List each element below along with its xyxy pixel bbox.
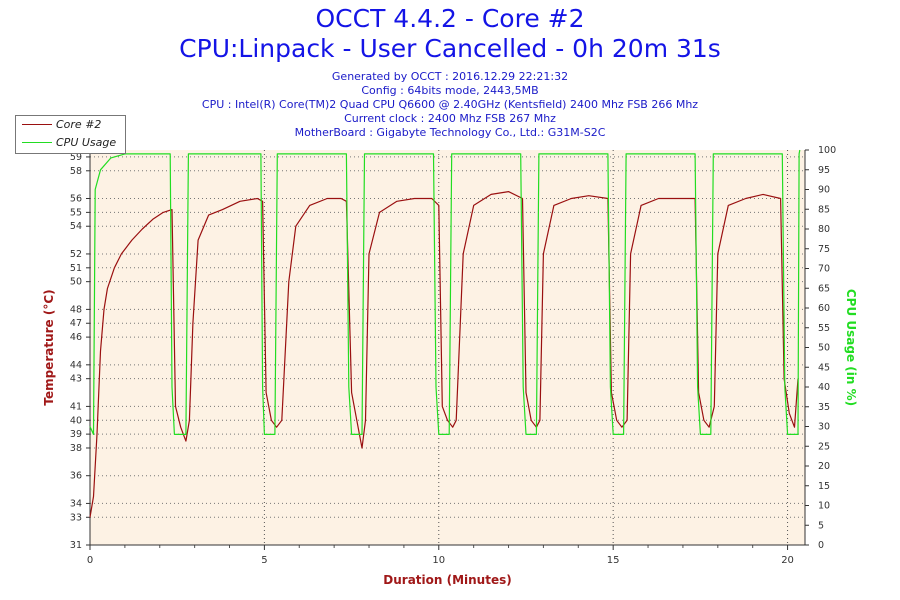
legend: Core #2 CPU Usage bbox=[15, 115, 126, 154]
y-left-tick-label: 58 bbox=[70, 166, 82, 177]
y-right-tick-label: 75 bbox=[818, 244, 830, 255]
y-left-axis-title: Temperature (°C) bbox=[42, 289, 56, 405]
y-right-axis-title: CPU Usage (in %) bbox=[844, 289, 858, 406]
info-generated: Generated by OCCT : 2016.12.29 22:21:32 bbox=[331, 70, 569, 83]
y-left-tick-label: 34 bbox=[70, 498, 82, 509]
y-right-tick-label: 70 bbox=[818, 264, 830, 275]
y-left-tick-label: 51 bbox=[70, 263, 82, 274]
legend-swatch-cpu-usage bbox=[22, 142, 52, 143]
y-right-tick-label: 15 bbox=[818, 481, 830, 492]
y-left-tick-label: 44 bbox=[70, 360, 82, 371]
legend-label-core2: Core #2 bbox=[56, 118, 102, 131]
y-right-tick-label: 100 bbox=[818, 145, 836, 156]
y-left-tick-label: 47 bbox=[70, 318, 82, 329]
y-right-tick-label: 85 bbox=[818, 204, 830, 215]
y-right-tick-label: 65 bbox=[818, 283, 830, 294]
x-tick-label: 10 bbox=[432, 555, 445, 566]
plot-area bbox=[90, 150, 805, 545]
y-right-tick-label: 25 bbox=[818, 441, 830, 452]
y-right-tick-label: 95 bbox=[818, 165, 830, 176]
y-left-tick-label: 56 bbox=[70, 194, 82, 205]
y-right-tick-label: 30 bbox=[818, 422, 830, 433]
y-right-tick-label: 20 bbox=[818, 461, 830, 472]
y-left-tick-label: 31 bbox=[70, 540, 82, 551]
x-tick-label: 20 bbox=[781, 555, 794, 566]
y-right-tick-label: 35 bbox=[818, 402, 830, 413]
y-left-tick-label: 33 bbox=[70, 512, 82, 523]
series-line-cpu-usage bbox=[89, 149, 801, 435]
y-right-tick-label: 90 bbox=[818, 185, 830, 196]
info-clock: Current clock : 2400 Mhz FSB 267 Mhz bbox=[344, 112, 556, 125]
chart-title: OCCT 4.4.2 - Core #2 bbox=[315, 4, 585, 33]
y-left-tick-label: 36 bbox=[70, 471, 82, 482]
y-left-tick-label: 38 bbox=[70, 443, 82, 454]
chart-subtitle: CPU:Linpack - User Cancelled - 0h 20m 31… bbox=[179, 34, 721, 63]
y-right-tick-label: 50 bbox=[818, 343, 830, 354]
info-config: Config : 64bits mode, 2443,5MB bbox=[361, 84, 539, 97]
y-left-tick-label: 52 bbox=[70, 249, 82, 260]
y-left-tick-label: 41 bbox=[70, 401, 82, 412]
y-left-tick-label: 54 bbox=[70, 221, 82, 232]
y-left-tick-label: 48 bbox=[70, 304, 82, 315]
y-right-tick-label: 60 bbox=[818, 303, 830, 314]
y-right-tick-label: 5 bbox=[818, 520, 824, 531]
x-tick-label: 5 bbox=[261, 555, 267, 566]
y-left-tick-label: 50 bbox=[70, 277, 82, 288]
y-left-tick-label: 43 bbox=[70, 374, 82, 385]
y-right-tick-label: 40 bbox=[818, 382, 830, 393]
legend-label-cpu-usage: CPU Usage bbox=[56, 136, 117, 149]
y-right-tick-label: 55 bbox=[818, 323, 830, 334]
x-tick-label: 15 bbox=[607, 555, 620, 566]
y-left-tick-label: 40 bbox=[70, 415, 82, 426]
y-left-tick-label: 46 bbox=[70, 332, 82, 343]
y-left-tick-label: 55 bbox=[70, 207, 82, 218]
legend-item-core2: Core #2 bbox=[16, 117, 125, 133]
y-right-tick-label: 10 bbox=[818, 501, 830, 512]
y-right-tick-label: 0 bbox=[818, 540, 824, 551]
x-tick-label: 0 bbox=[87, 555, 93, 566]
info-cpu: CPU : Intel(R) Core(TM)2 Quad CPU Q6600 … bbox=[201, 98, 699, 111]
legend-item-cpu-usage: CPU Usage bbox=[16, 135, 125, 151]
x-axis-title: Duration (Minutes) bbox=[383, 573, 511, 587]
y-right-tick-label: 45 bbox=[818, 362, 830, 373]
series-line-core2 bbox=[89, 191, 799, 518]
y-right-tick-label: 80 bbox=[818, 224, 830, 235]
legend-swatch-core2 bbox=[22, 124, 52, 125]
y-left-tick-label: 39 bbox=[70, 429, 82, 440]
y-left-tick-label: 59 bbox=[70, 152, 82, 163]
info-motherboard: MotherBoard : Gigabyte Technology Co., L… bbox=[294, 126, 606, 139]
